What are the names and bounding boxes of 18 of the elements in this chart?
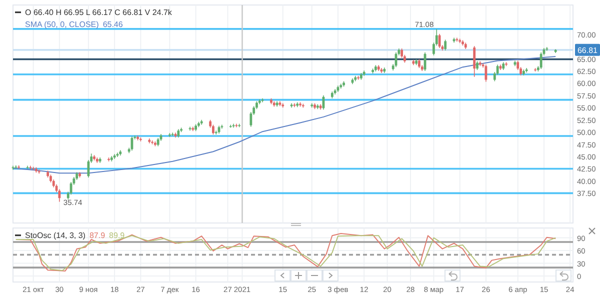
ref-line-label: 66.81	[577, 46, 598, 55]
candlestick	[171, 132, 174, 136]
candlestick	[38, 169, 40, 174]
chart-title: StoOsc (14, 3, 3)	[25, 231, 86, 240]
annotation: 65.46	[102, 20, 124, 29]
candlestick	[444, 39, 447, 51]
candlestick	[540, 52, 542, 70]
candlestick	[456, 37, 458, 42]
candlestick	[212, 124, 214, 135]
candlestick	[58, 188, 61, 202]
annotation: 89.9	[109, 231, 126, 240]
text: SMA (50, 0, CLOSE)	[25, 20, 99, 29]
chart-title: O 66.40 H 66.95 L 66.17 C 66.81 V 24.7k	[25, 8, 173, 17]
candlestick	[473, 46, 476, 78]
annotation: 87.9	[89, 231, 106, 240]
candlestick	[546, 46, 548, 52]
candlestick	[400, 48, 404, 58]
line-series	[12, 56, 556, 174]
